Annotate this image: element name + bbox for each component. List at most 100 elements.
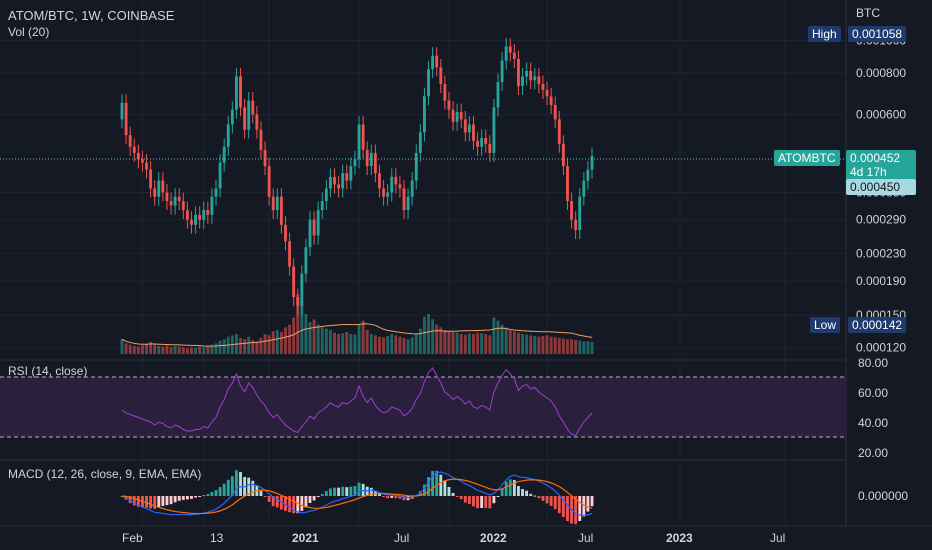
macd-hist-bar: [549, 496, 553, 507]
macd-hist-bar: [149, 496, 153, 509]
candle-body: [545, 90, 549, 97]
price-tick: 0.000230: [856, 246, 906, 260]
rsi-line: [121, 367, 593, 437]
macd-hist-bar: [136, 496, 140, 507]
macd-hist-bar: [582, 496, 586, 517]
candle-body: [537, 76, 541, 85]
candle-body: [467, 124, 471, 133]
volume-bar: [525, 334, 529, 354]
high-value: 0.001058: [848, 26, 907, 42]
volume-bar: [480, 333, 484, 354]
volume-bar: [451, 332, 455, 354]
candle-body: [557, 119, 561, 144]
macd-hist-bar: [194, 496, 197, 498]
macd-hist-bar: [435, 470, 439, 496]
currency-label: BTC: [856, 6, 880, 20]
candle-body: [521, 76, 524, 87]
volume-bar: [423, 316, 426, 354]
time-label: Jul: [578, 531, 594, 545]
macd-hist-bar: [157, 496, 161, 507]
volume-bar: [439, 327, 443, 354]
volume-bar: [275, 330, 279, 354]
candle-body: [435, 55, 439, 68]
macd-hist-bar: [214, 490, 218, 496]
volume-bar: [390, 334, 394, 354]
candle-body: [149, 169, 153, 189]
volume-bar: [402, 338, 406, 354]
candle-body: [128, 135, 132, 147]
volume-bar: [304, 314, 308, 354]
macd-hist-bar: [202, 495, 206, 497]
candle-body: [488, 143, 492, 153]
candle-body: [259, 129, 263, 150]
volume-bar: [414, 334, 418, 354]
candle-body: [423, 96, 426, 133]
candle-body: [455, 112, 459, 122]
volume-bar: [353, 334, 357, 354]
macd-hist-bar: [329, 488, 332, 496]
macd-hist-bar: [353, 486, 357, 496]
candle-body: [141, 159, 144, 163]
candle-body: [271, 196, 275, 211]
macd-hist-bar: [480, 496, 484, 508]
volume-bar: [145, 344, 148, 354]
candle-body: [181, 201, 185, 211]
volume-bar: [333, 332, 336, 354]
volume-bar: [132, 346, 136, 354]
macd-hist-bar: [447, 486, 451, 496]
candle-body: [312, 219, 316, 236]
candle-body: [398, 184, 402, 189]
candle-body: [582, 180, 586, 197]
macd-hist-bar: [529, 493, 533, 496]
volume-bar: [447, 331, 451, 354]
macd-hist-bar: [284, 496, 287, 511]
candle-body: [206, 210, 210, 215]
candle-body: [459, 112, 463, 120]
volume-bar: [251, 340, 255, 354]
volume-bar: [357, 324, 361, 354]
candle-body: [222, 146, 226, 163]
volume-bar: [529, 335, 533, 354]
candle-body: [169, 201, 173, 206]
volume-bar: [586, 341, 590, 354]
candle-body: [284, 224, 287, 242]
candle-body: [145, 162, 148, 170]
candle-body: [517, 58, 520, 87]
candle-body: [525, 70, 529, 77]
volume-bar: [545, 335, 549, 354]
macd-hist-bar: [378, 493, 381, 496]
low-value: 0.000142: [848, 317, 907, 333]
volume-bar: [202, 347, 206, 354]
macd-hist-bar: [173, 496, 177, 503]
macd-hist-bar: [586, 496, 590, 512]
volume-bar: [255, 341, 259, 354]
candle-body: [476, 140, 479, 147]
volume-bar: [292, 317, 296, 354]
macd-hist-bar: [316, 496, 320, 498]
macd-hist-bar: [390, 496, 394, 498]
candle-body: [549, 96, 553, 106]
candle-body: [263, 149, 267, 167]
macd-hist-bar: [288, 496, 291, 513]
candle-body: [382, 188, 385, 197]
candle-body: [161, 180, 165, 193]
candle-body: [153, 188, 157, 197]
high-label: High: [808, 26, 841, 42]
price-tick: 0.000190: [856, 274, 906, 288]
candle-body: [484, 137, 488, 144]
macd-hist-bar: [545, 496, 549, 504]
volume-bar: [136, 346, 140, 354]
volume-bar: [508, 330, 512, 354]
macd-hist-bar: [574, 496, 578, 525]
volume-bar: [410, 337, 414, 354]
candle-body: [533, 76, 537, 81]
volume-label: Vol (20): [8, 25, 50, 39]
volume-bar: [214, 343, 218, 354]
time-label: 2022: [480, 531, 507, 545]
time-label: Jul: [770, 531, 786, 545]
volume-bar: [284, 327, 287, 354]
macd-hist-bar: [218, 487, 222, 496]
volume-bar: [476, 332, 479, 354]
candle-body: [418, 132, 422, 153]
